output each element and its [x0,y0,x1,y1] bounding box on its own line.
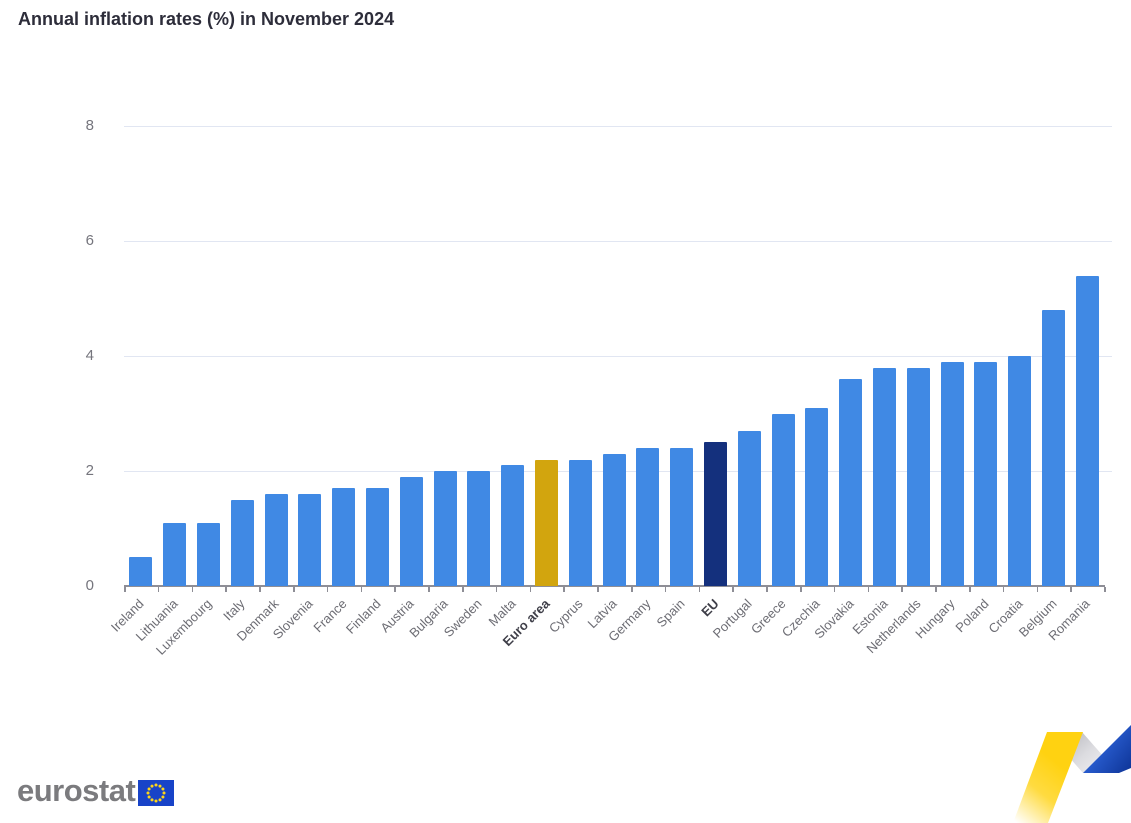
bar-portugal[interactable] [737,430,761,586]
bar-latvia[interactable] [602,453,626,586]
y-tick-label-8: 8 [85,117,94,134]
x-axis-tick [124,587,126,592]
bar-austria[interactable] [399,476,423,586]
bar-sweden[interactable] [467,471,491,586]
bar-estonia[interactable] [873,367,896,586]
x-axis-tick [1036,587,1039,592]
bar-euro-area[interactable] [535,459,558,586]
bar-italy[interactable] [230,499,254,586]
bar-hungary[interactable] [940,361,964,586]
bar-romania[interactable] [1075,275,1099,586]
x-axis-tick [732,587,734,592]
x-axis-tick [428,587,430,592]
x-axis-tick [259,587,261,592]
bar-germany[interactable] [636,448,660,586]
eurostat-logo-text: eurostat [17,773,136,808]
x-axis-tick [326,587,329,592]
gridline-8 [124,126,1112,127]
x-axis-tick [935,587,937,592]
bar-cyprus[interactable] [568,459,592,586]
bar-eu[interactable] [704,442,727,586]
ribbon-yellow-segment [1013,732,1083,823]
bar-poland[interactable] [974,361,998,586]
x-axis-tick [867,587,870,592]
x-axis-line [124,585,1106,587]
bar-slovenia[interactable] [298,494,322,586]
eu-flag-icon [138,780,175,806]
y-tick-label-0: 0 [85,577,94,594]
x-axis-tick [800,587,802,592]
bar-slovakia[interactable] [839,379,863,586]
y-tick-label-4: 4 [85,347,94,364]
x-axis-tick [1104,587,1106,592]
x-axis-tick [597,587,599,592]
x-axis-tick [901,587,903,592]
bar-spain[interactable] [670,448,694,586]
bar-greece[interactable] [771,413,795,586]
chart-title: Annual inflation rates (%) in November 2… [18,9,395,29]
x-axis-tick [664,587,667,592]
x-axis-tick [529,587,532,592]
zigzag-ribbon-decoration-icon [1013,725,1131,823]
bar-malta[interactable] [501,465,525,586]
x-axis-tick [833,587,836,592]
x-axis-tick [495,587,498,592]
x-axis-tick [631,587,633,592]
x-axis-tick [293,587,295,592]
x-axis-tick [157,587,160,592]
eurostat-logo: eurostat [17,772,175,810]
bar-denmark[interactable] [264,494,288,586]
y-tick-label-6: 6 [85,232,94,249]
x-axis-tick [1002,587,1005,592]
bar-ireland[interactable] [129,557,153,586]
x-axis-tick [191,587,194,592]
bar-france[interactable] [332,488,356,586]
bar-netherlands[interactable] [906,367,930,586]
ribbon-blue-segment [1083,725,1131,773]
bar-croatia[interactable] [1008,356,1032,586]
x-axis-tick [462,587,464,592]
bar-lithuania[interactable] [163,522,187,586]
eu-flag-stars [146,783,166,803]
bar-luxembourg[interactable] [197,522,220,586]
bar-bulgaria[interactable] [433,471,457,586]
x-axis-tick [698,587,701,592]
x-axis-tick [766,587,768,592]
x-axis-tick [225,587,227,592]
bar-czechia[interactable] [805,407,829,586]
x-axis-tick [360,587,363,592]
bar-finland[interactable] [366,488,389,586]
x-axis-tick [394,587,396,592]
x-axis-tick [1070,587,1072,592]
x-axis-tick [969,587,971,592]
gridline-6 [124,241,1112,242]
bar-belgium[interactable] [1042,310,1065,586]
x-axis-tick [563,587,565,592]
y-tick-label-2: 2 [85,462,94,479]
gridline-4 [124,356,1112,357]
